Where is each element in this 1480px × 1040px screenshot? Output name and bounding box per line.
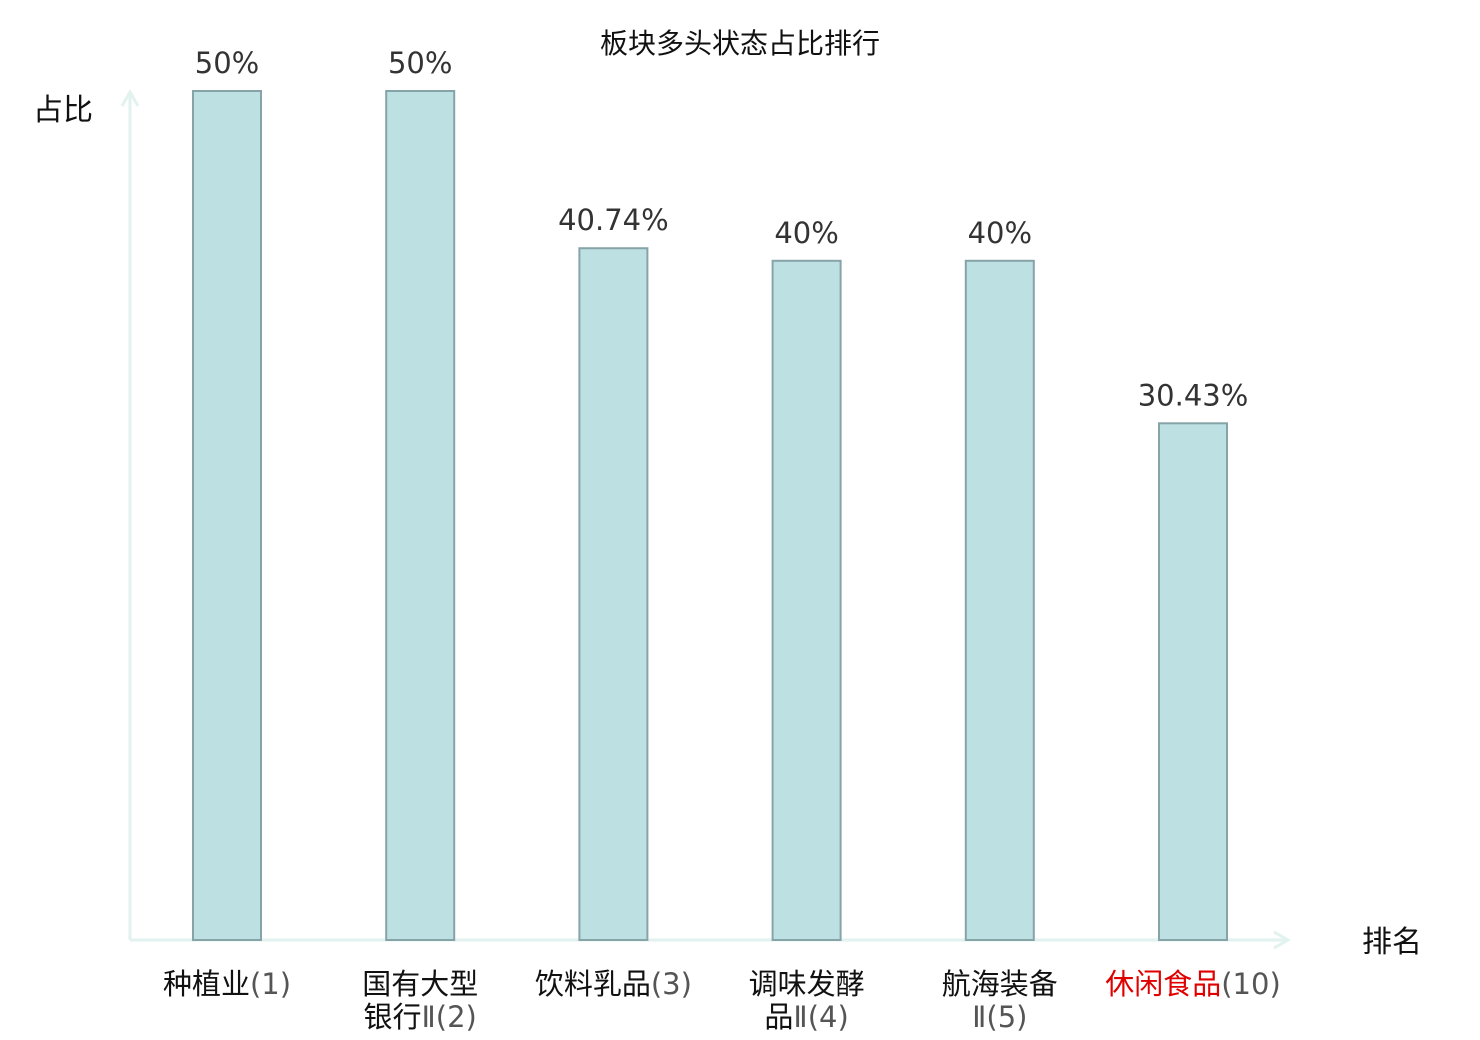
value-labels-group: 50% 50% 40.74% 40% 40% 30.43% xyxy=(195,46,1249,412)
category-label: 饮料乳品(3) xyxy=(535,967,692,1001)
bar xyxy=(771,259,842,941)
category-label-line: 饮料乳品(3) xyxy=(535,967,692,1001)
bar xyxy=(385,90,456,941)
category-name: 种植业 xyxy=(163,967,250,1001)
category-label-line: 银行Ⅱ(2) xyxy=(364,1000,477,1034)
category-name: 航海装备 xyxy=(942,967,1058,1001)
category-name: 调味发酵 xyxy=(749,967,865,1001)
category-name: 品 xyxy=(764,1000,793,1034)
category-label-line: 国有大型 xyxy=(362,967,478,1001)
category-labels-group: 种植业(1) 国有大型银行Ⅱ(2) 饮料乳品(3) 调味发酵品Ⅱ(4) 航海装备 Ⅱ(5)… xyxy=(163,967,1281,1034)
bar-value-label: 40% xyxy=(968,216,1032,250)
category-label: 航海装备 Ⅱ(5) xyxy=(942,967,1058,1034)
category-label: 种植业(1) xyxy=(163,967,291,1001)
bars-group xyxy=(192,90,1228,942)
category-label-line: Ⅱ(5) xyxy=(972,1000,1027,1034)
category-label: 休闲食品(10) xyxy=(1105,967,1281,1001)
bar xyxy=(964,259,1035,941)
bar-value-label: 40.74% xyxy=(558,203,669,237)
category-label: 国有大型银行Ⅱ(2) xyxy=(362,967,478,1034)
category-rank: (3) xyxy=(651,967,692,1001)
category-name: 饮料乳品 xyxy=(535,967,651,1001)
category-label-line: 航海装备 xyxy=(942,967,1058,1001)
bar-value-label: 30.43% xyxy=(1138,378,1249,412)
category-label-line: 调味发酵 xyxy=(749,967,865,1001)
chart-title: 板块多头状态占比排行 xyxy=(600,27,880,60)
category-rank: Ⅱ(5) xyxy=(972,1000,1027,1034)
category-label: 调味发酵品Ⅱ(4) xyxy=(749,967,865,1034)
bar-value-label: 50% xyxy=(388,46,452,80)
bar xyxy=(1158,422,1228,942)
y-axis-label: 占比 xyxy=(33,93,93,128)
bar-value-label: 50% xyxy=(195,46,259,80)
category-rank: Ⅱ(2) xyxy=(422,1000,477,1034)
category-name: 银行 xyxy=(364,1000,422,1034)
category-label-line: 种植业(1) xyxy=(163,967,291,1001)
category-rank: (1) xyxy=(250,967,291,1001)
category-rank: Ⅱ(4) xyxy=(793,1000,848,1034)
category-label-line: 品Ⅱ(4) xyxy=(764,1000,848,1034)
category-label-line: 休闲食品(10) xyxy=(1105,967,1281,1001)
category-rank: (10) xyxy=(1221,967,1281,1001)
bar-value-label: 40% xyxy=(774,216,838,250)
category-name: 国有大型 xyxy=(362,967,478,1001)
category-name: 休闲食品 xyxy=(1105,967,1221,1001)
x-axis-label: 排名 xyxy=(1362,925,1422,960)
bar xyxy=(192,90,262,941)
bar xyxy=(578,247,649,941)
